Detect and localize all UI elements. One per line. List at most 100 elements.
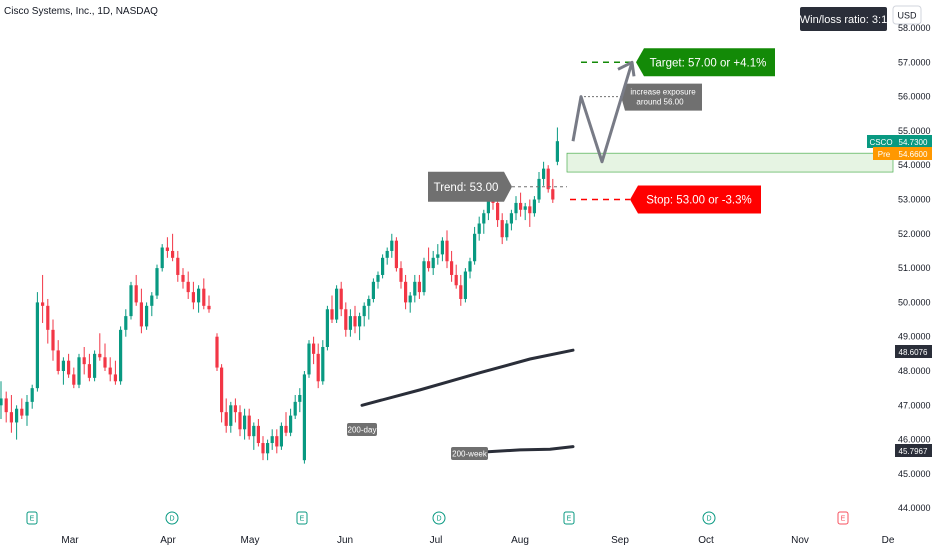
candle-body bbox=[202, 288, 206, 306]
candle-body bbox=[176, 257, 180, 275]
earnings-event-icon[interactable]: E bbox=[296, 511, 308, 525]
y-tick-label: 44.0000 bbox=[898, 503, 931, 513]
price-value-text: 54.7300 bbox=[899, 138, 928, 147]
candle-body bbox=[238, 412, 242, 430]
candle-body bbox=[316, 353, 320, 382]
x-tick-label: Jun bbox=[337, 535, 353, 546]
candle-body bbox=[93, 353, 97, 378]
candle-body bbox=[124, 316, 128, 330]
candle-body bbox=[41, 302, 45, 306]
x-tick-label: Sep bbox=[611, 535, 629, 546]
event-shape bbox=[563, 511, 575, 525]
projection-path bbox=[571, 61, 634, 164]
y-tick-label: 56.0000 bbox=[898, 92, 931, 102]
candle-body bbox=[0, 398, 3, 406]
candle-body bbox=[537, 178, 541, 200]
candle-body bbox=[275, 436, 279, 447]
note-label-bg bbox=[621, 83, 702, 111]
y-tick-label: 46.0000 bbox=[898, 435, 931, 445]
candle-body bbox=[445, 240, 449, 262]
ma-label-text: 200-day bbox=[348, 426, 377, 435]
candle-body bbox=[224, 412, 228, 426]
candle-body bbox=[252, 425, 256, 437]
y-tick-label: 52.0000 bbox=[898, 229, 931, 239]
candle-body bbox=[555, 141, 559, 162]
candle-body bbox=[468, 261, 472, 272]
x-tick-label: Aug bbox=[511, 535, 529, 546]
currency-button[interactable]: USD bbox=[892, 5, 922, 25]
candle-body bbox=[417, 281, 421, 293]
stop-label: Stop: 53.00 or -3.3% bbox=[646, 195, 751, 207]
candle-body bbox=[98, 353, 102, 358]
entry-zone-layer bbox=[566, 152, 894, 173]
y-tick-label: 48.0000 bbox=[898, 366, 931, 376]
event-letter: D bbox=[169, 516, 174, 523]
candle-body bbox=[9, 412, 13, 423]
event-letter: D bbox=[706, 516, 711, 523]
y-tick-label: 49.0000 bbox=[898, 332, 931, 342]
candle-body bbox=[546, 168, 550, 190]
price-value-text: 48.6076 bbox=[899, 348, 928, 357]
candle-body bbox=[186, 281, 190, 293]
candle-body bbox=[528, 206, 532, 214]
candle-body bbox=[229, 405, 233, 426]
candle-body bbox=[330, 309, 334, 320]
dividend-event-icon[interactable]: D bbox=[165, 511, 179, 525]
candle-body bbox=[509, 213, 513, 224]
candle-body bbox=[463, 271, 467, 299]
y-tick-label: 55.0000 bbox=[898, 126, 931, 136]
event-shape bbox=[432, 511, 446, 525]
earnings-event-icon[interactable]: E bbox=[563, 511, 575, 525]
candle-body bbox=[155, 268, 159, 296]
price-value-text: 54.6600 bbox=[899, 150, 928, 159]
projection-arrowhead bbox=[617, 60, 636, 77]
price-label-ma200w: 45.7967 bbox=[895, 444, 932, 457]
candle-body bbox=[413, 281, 417, 296]
y-tick-label: 45.0000 bbox=[898, 469, 931, 479]
candle-body bbox=[362, 305, 366, 317]
candle-body bbox=[408, 295, 412, 303]
dividend-event-icon[interactable]: D bbox=[702, 511, 716, 525]
candle-body bbox=[51, 329, 55, 351]
price-value-bg bbox=[895, 345, 932, 358]
x-tick-label: De bbox=[882, 535, 895, 546]
candle-body bbox=[191, 292, 195, 303]
entry-zone bbox=[566, 152, 894, 173]
earnings-event-icon[interactable]: E bbox=[26, 511, 38, 525]
price-tag-text: CSCO bbox=[869, 138, 892, 147]
candle-body bbox=[61, 360, 65, 371]
candle-body bbox=[119, 329, 123, 382]
event-shape bbox=[26, 511, 38, 525]
candle-body bbox=[35, 302, 39, 389]
candle-body bbox=[298, 395, 302, 402]
candle-body bbox=[532, 199, 536, 214]
candle-body bbox=[459, 285, 463, 299]
candle-body bbox=[108, 367, 112, 375]
candle-body bbox=[353, 316, 357, 327]
candle-body bbox=[4, 398, 8, 413]
dividend-event-icon[interactable]: D bbox=[432, 511, 446, 525]
candle-body bbox=[247, 415, 251, 437]
candle-body bbox=[293, 401, 297, 416]
candle-body bbox=[371, 281, 375, 299]
x-tick-label: Mar bbox=[61, 535, 79, 546]
x-tick-label: Apr bbox=[160, 535, 176, 546]
candle-body bbox=[335, 288, 339, 320]
price-tag-text: Pre bbox=[878, 150, 891, 159]
candle-body bbox=[302, 374, 306, 461]
x-tick-label: May bbox=[241, 535, 260, 546]
price-tag-bg bbox=[873, 147, 895, 160]
candle-body bbox=[243, 415, 247, 430]
y-tick-label: 51.0000 bbox=[898, 263, 931, 273]
candle-body bbox=[145, 305, 149, 327]
candle-body bbox=[482, 213, 486, 224]
candle-body bbox=[523, 206, 527, 210]
event-shape bbox=[837, 511, 849, 525]
earnings-event-icon[interactable]: E bbox=[837, 511, 849, 525]
event-letter: E bbox=[841, 516, 846, 523]
candle-body bbox=[289, 415, 293, 433]
candle-body bbox=[542, 168, 546, 179]
candle-body bbox=[233, 405, 237, 413]
y-tick-label: 54.0000 bbox=[898, 160, 931, 170]
